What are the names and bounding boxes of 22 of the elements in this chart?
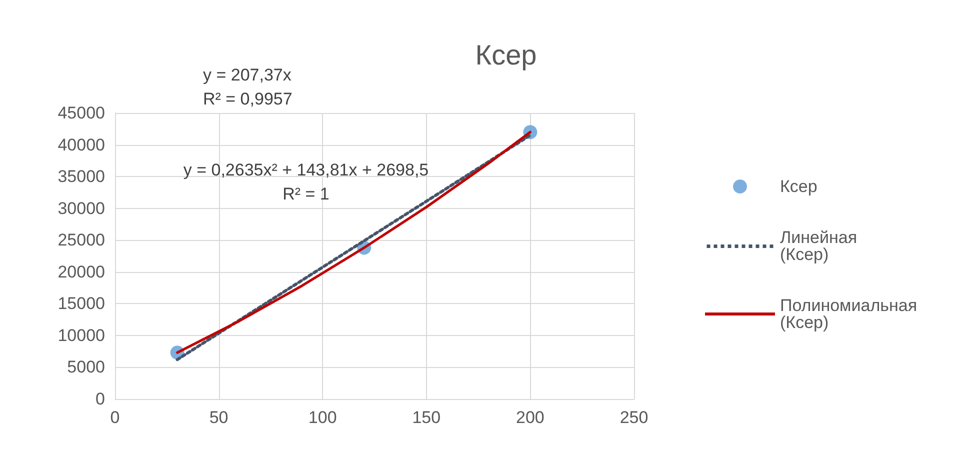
chart-title: Ксер (475, 40, 537, 70)
x-tick-label: 50 (209, 408, 228, 427)
y-tick-label: 45000 (58, 104, 105, 122)
y-tick-label: 30000 (58, 198, 105, 218)
x-tick-label: 200 (516, 408, 544, 427)
y-tick-label: 0 (96, 390, 105, 408)
x-tick-label: 150 (412, 408, 441, 427)
text: y = 207,37x R² = 0,9957 (203, 66, 292, 108)
legend-label: Ксер (780, 177, 818, 196)
annotation: y = 0,2635x² + 143,81x + 2698,5 R² = 1 (183, 160, 429, 204)
x-tick-label: 100 (308, 408, 337, 427)
legend-label: Полиномиальная (Ксер) (780, 296, 918, 332)
y-tick-label: 20000 (58, 262, 105, 282)
y-tick-label: 5000 (67, 358, 105, 377)
y-tick-label: 35000 (58, 167, 105, 186)
y-tick-label: 40000 (58, 135, 105, 154)
y-tick-label: 10000 (58, 326, 105, 345)
y-tick-label: 15000 (58, 294, 105, 314)
x-tick-label: 0 (110, 408, 120, 427)
y-tick-label: 25000 (58, 230, 105, 250)
legend-label: Линейная (Ксер) (780, 228, 858, 264)
x-tick-label: 250 (620, 408, 648, 427)
